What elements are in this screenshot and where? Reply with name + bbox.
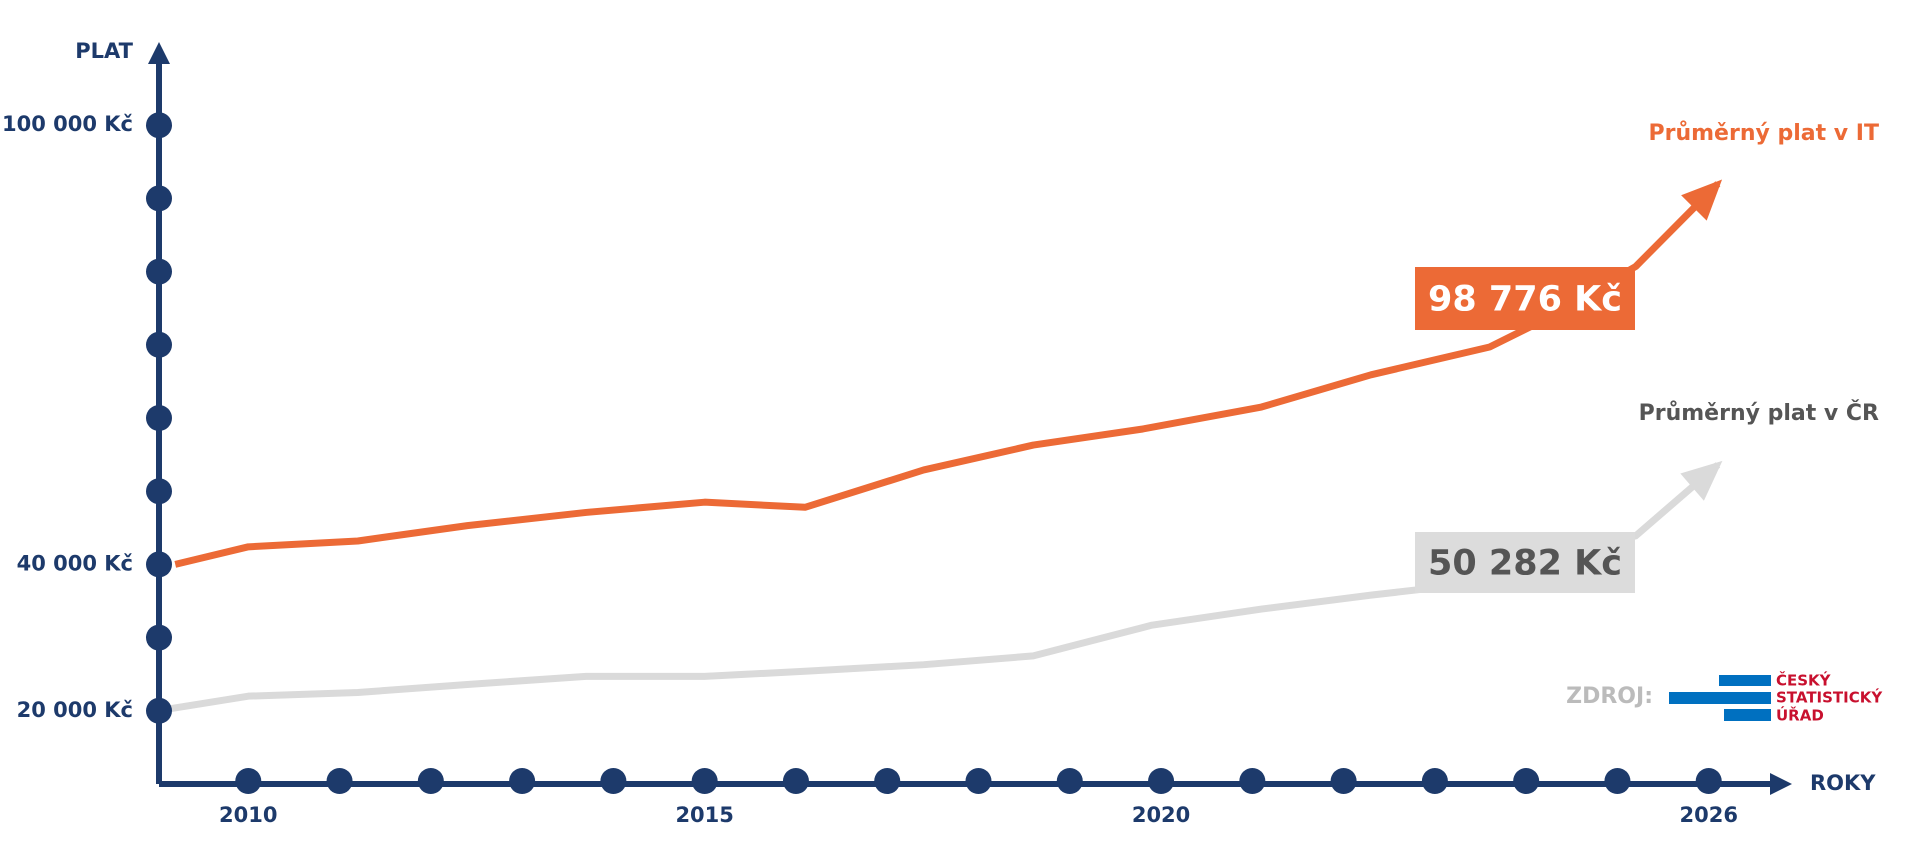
x-minor-tick-dot: [965, 768, 992, 794]
y-tick-dot: [146, 697, 172, 724]
x-tick-label: 2020: [1132, 803, 1190, 827]
series-line: [156, 462, 1721, 715]
y-tick-label: 100 000 Kč: [2, 112, 133, 136]
value-annotation: 50 282 Kč: [1428, 544, 1622, 584]
x-minor-tick-dot: [1239, 768, 1266, 794]
y-minor-tick-dot: [146, 405, 172, 431]
x-minor-tick-dot: [600, 768, 627, 794]
x-tick-label: 2010: [219, 803, 277, 827]
y-tick-dot: [146, 112, 172, 139]
x-minor-tick-dot: [509, 768, 536, 794]
x-axis-arrow: [1770, 773, 1792, 795]
y-minor-tick-dot: [146, 331, 172, 358]
value-box: [1415, 267, 1635, 330]
y-minor-tick-dot: [146, 258, 172, 285]
x-tick-dot: [1148, 768, 1175, 794]
y-axis-arrow: [148, 42, 170, 64]
y-tick-dot: [146, 551, 172, 578]
x-minor-tick-dot: [417, 768, 444, 794]
y-tick-label: 20 000 Kč: [17, 698, 133, 722]
x-tick-dot: [1695, 768, 1722, 794]
source-name: STATISTICKÝ: [1776, 688, 1883, 707]
x-tick-label: 2015: [675, 803, 733, 827]
x-minor-tick-dot: [1513, 768, 1540, 794]
x-minor-tick-dot: [1330, 768, 1357, 794]
arrow-head: [1680, 460, 1723, 501]
source-name: ČESKÝ: [1776, 671, 1832, 690]
legend-label: Průměrný plat v ČR: [1639, 400, 1879, 426]
legend-label: Průměrný plat v IT: [1649, 121, 1880, 146]
x-axis-label: ROKY: [1810, 771, 1876, 795]
source-name: ÚŘAD: [1776, 706, 1824, 725]
logo-bar: [1719, 675, 1771, 686]
x-minor-tick-dot: [326, 768, 353, 794]
y-tick-label: 40 000 Kč: [17, 551, 133, 575]
logo-bar: [1669, 692, 1771, 704]
x-tick-dot: [691, 768, 718, 794]
source-label: ZDROJ:: [1566, 684, 1653, 709]
y-axis-label: PLAT: [75, 39, 133, 63]
x-tick-dot: [235, 768, 262, 794]
logo-bar: [1724, 709, 1771, 721]
x-minor-tick-dot: [782, 768, 809, 794]
x-minor-tick-dot: [1604, 768, 1631, 794]
arrow-head: [1681, 179, 1723, 221]
x-tick-label: 2026: [1679, 803, 1737, 827]
x-minor-tick-dot: [874, 768, 901, 794]
y-minor-tick-dot: [146, 185, 172, 212]
value-box: [1415, 532, 1635, 593]
y-minor-tick-dot: [146, 478, 172, 505]
x-minor-tick-dot: [1056, 768, 1083, 794]
y-minor-tick-dot: [146, 624, 172, 651]
x-minor-tick-dot: [1421, 768, 1448, 794]
value-annotation: 98 776 Kč: [1428, 280, 1622, 320]
series-line: [174, 181, 1721, 568]
